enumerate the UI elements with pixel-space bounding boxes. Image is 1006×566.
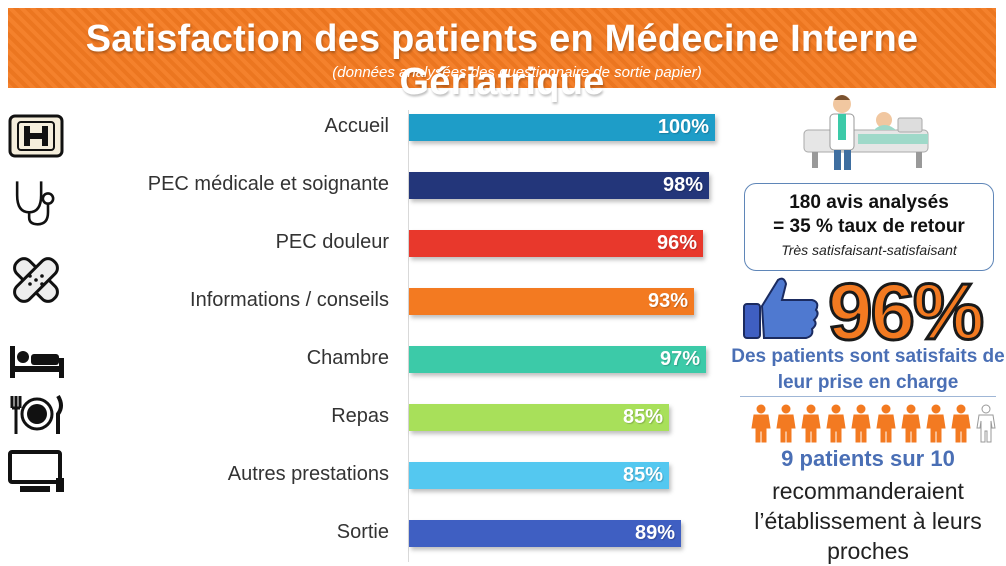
- bar: [409, 346, 706, 373]
- bar: [409, 288, 694, 315]
- bar: [409, 114, 715, 141]
- category-label: PEC médicale et soignante: [147, 173, 389, 195]
- bar-value-label: 85%: [622, 406, 663, 428]
- category-label: Informations / conseils: [190, 289, 389, 311]
- reviews-count: 180 avis analysés: [789, 192, 949, 213]
- meal-icon: [10, 394, 63, 434]
- separator-line: [740, 396, 996, 397]
- recommend-text: recommanderaient l’établissement à leurs…: [754, 478, 982, 564]
- person-icon: [776, 404, 796, 443]
- person-icon: [926, 404, 946, 443]
- bar-value-label: 96%: [656, 232, 697, 254]
- bar: [409, 230, 703, 257]
- person-icon: [826, 404, 846, 443]
- bar-value-label: 93%: [647, 290, 688, 312]
- tv-icon: [8, 450, 64, 492]
- bed-icon: [10, 346, 64, 378]
- bar: [409, 520, 681, 547]
- person-icon: [951, 404, 971, 443]
- page-title: Satisfaction des patients en Médecine In…: [85, 18, 919, 103]
- patients-ratio: 9 patients sur 10: [781, 446, 955, 471]
- return-rate: = 35 % taux de retour: [773, 216, 965, 237]
- bar-value-label: 85%: [622, 464, 663, 486]
- category-label: PEC douleur: [275, 231, 389, 253]
- satisfaction-percent: 96%: [826, 267, 985, 356]
- thumbs-up-icon: [743, 277, 819, 339]
- person-icon: [901, 404, 921, 443]
- bar-value-label: 97%: [659, 348, 700, 370]
- bar-value-label: 100%: [657, 116, 709, 138]
- person-icon: [851, 404, 871, 443]
- scale-note: Très satisfaisant-satisfaisant: [781, 242, 957, 258]
- bar: [409, 404, 669, 431]
- category-label: Accueil: [324, 115, 389, 137]
- bar: [409, 172, 709, 199]
- person-icon: [976, 404, 996, 443]
- doctor-patient-icon: [803, 95, 929, 170]
- person-icon: [751, 404, 771, 443]
- page-subtitle: (données analysées des questionnaire de …: [332, 64, 702, 81]
- category-label: Repas: [331, 405, 389, 427]
- bar: [409, 462, 669, 489]
- bandage-icon: [13, 257, 59, 303]
- category-label: Chambre: [306, 347, 389, 369]
- title-banner: Satisfaction des patients en Médecine In…: [8, 8, 996, 103]
- stethoscope-icon: [15, 181, 55, 226]
- category-label: Sortie: [336, 521, 389, 543]
- info-box: 180 avis analysés = 35 % taux de retour …: [744, 183, 994, 271]
- hospital-icon: [8, 114, 64, 158]
- category-label: Autres prestations: [227, 463, 389, 485]
- chart-axis: [408, 110, 409, 562]
- person-icon: [801, 404, 821, 443]
- bar-value-label: 89%: [634, 522, 675, 544]
- person-icon: [876, 404, 896, 443]
- satisfied-text: Des patients sont satisfaits de leur pri…: [731, 346, 1005, 393]
- bar-value-label: 98%: [662, 174, 703, 196]
